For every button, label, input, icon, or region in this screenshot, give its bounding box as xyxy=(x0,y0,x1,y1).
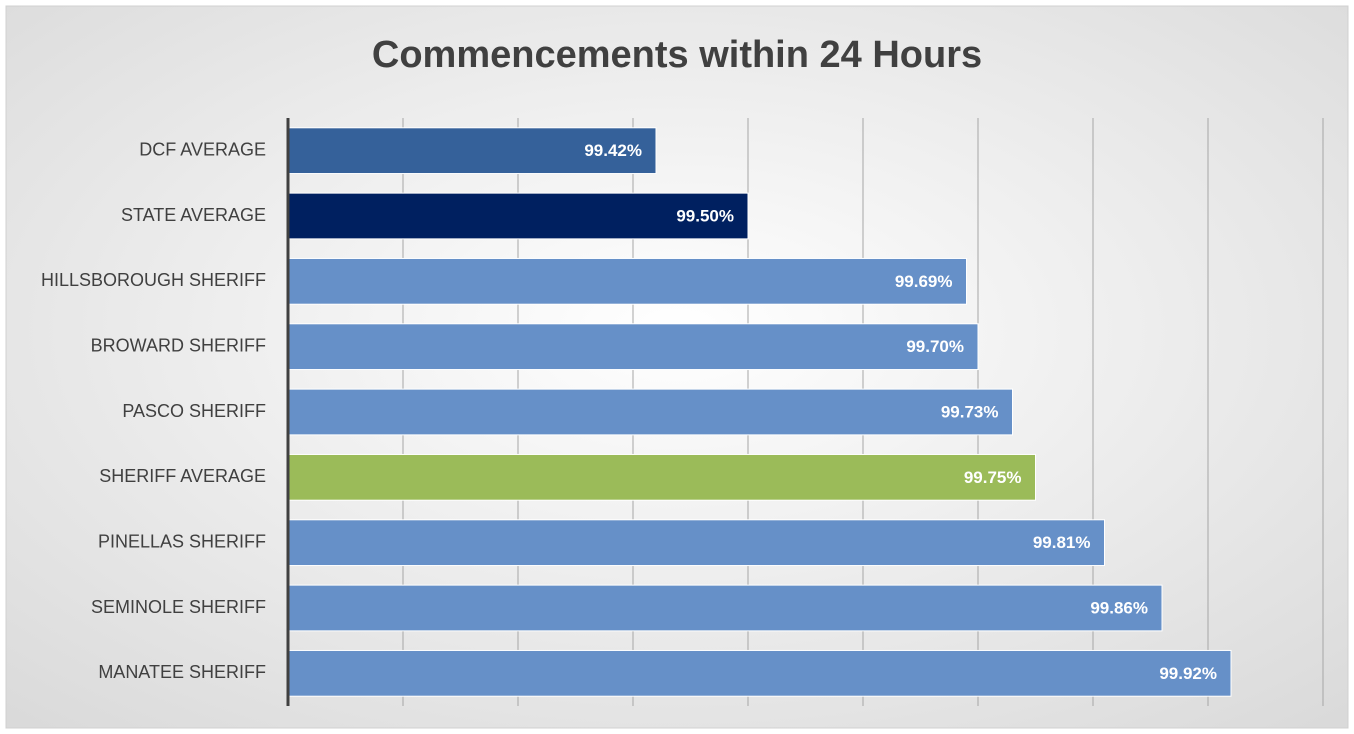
data-label: 99.81% xyxy=(1033,533,1091,552)
data-label: 99.70% xyxy=(906,337,964,356)
y-tick-label: SHERIFF AVERAGE xyxy=(99,466,266,486)
data-label: 99.73% xyxy=(941,402,999,421)
data-label: 99.50% xyxy=(676,206,734,225)
data-label: 99.75% xyxy=(964,468,1022,487)
bar xyxy=(287,388,1013,436)
plot-area: DCF AVERAGE 99.42% STATE AVERAGE 99.50% HILL… xyxy=(41,118,1324,706)
bar xyxy=(287,584,1163,632)
bar xyxy=(287,519,1105,567)
y-tick-label: PINELLAS SHERIFF xyxy=(98,531,266,551)
y-tick-label: SEMINOLE SHERIFF xyxy=(91,597,266,617)
bar xyxy=(287,127,657,175)
bar xyxy=(287,323,979,371)
bar xyxy=(287,257,967,305)
data-label: 99.92% xyxy=(1159,664,1217,683)
bar xyxy=(287,649,1232,697)
data-label: 99.86% xyxy=(1090,598,1148,617)
y-tick-label: HILLSBOROUGH SHERIFF xyxy=(41,270,266,290)
chart-title: Commencements within 24 Hours xyxy=(372,34,982,76)
y-tick-label: MANATEE SHERIFF xyxy=(98,662,266,682)
bar xyxy=(287,453,1036,501)
y-tick-label: DCF AVERAGE xyxy=(139,139,266,159)
y-tick-label: BROWARD SHERIFF xyxy=(91,335,266,355)
data-label: 99.42% xyxy=(584,141,642,160)
y-tick-label: STATE AVERAGE xyxy=(121,205,266,225)
bar xyxy=(287,192,749,240)
y-tick-label: PASCO SHERIFF xyxy=(122,401,266,421)
data-label: 99.69% xyxy=(895,272,953,291)
